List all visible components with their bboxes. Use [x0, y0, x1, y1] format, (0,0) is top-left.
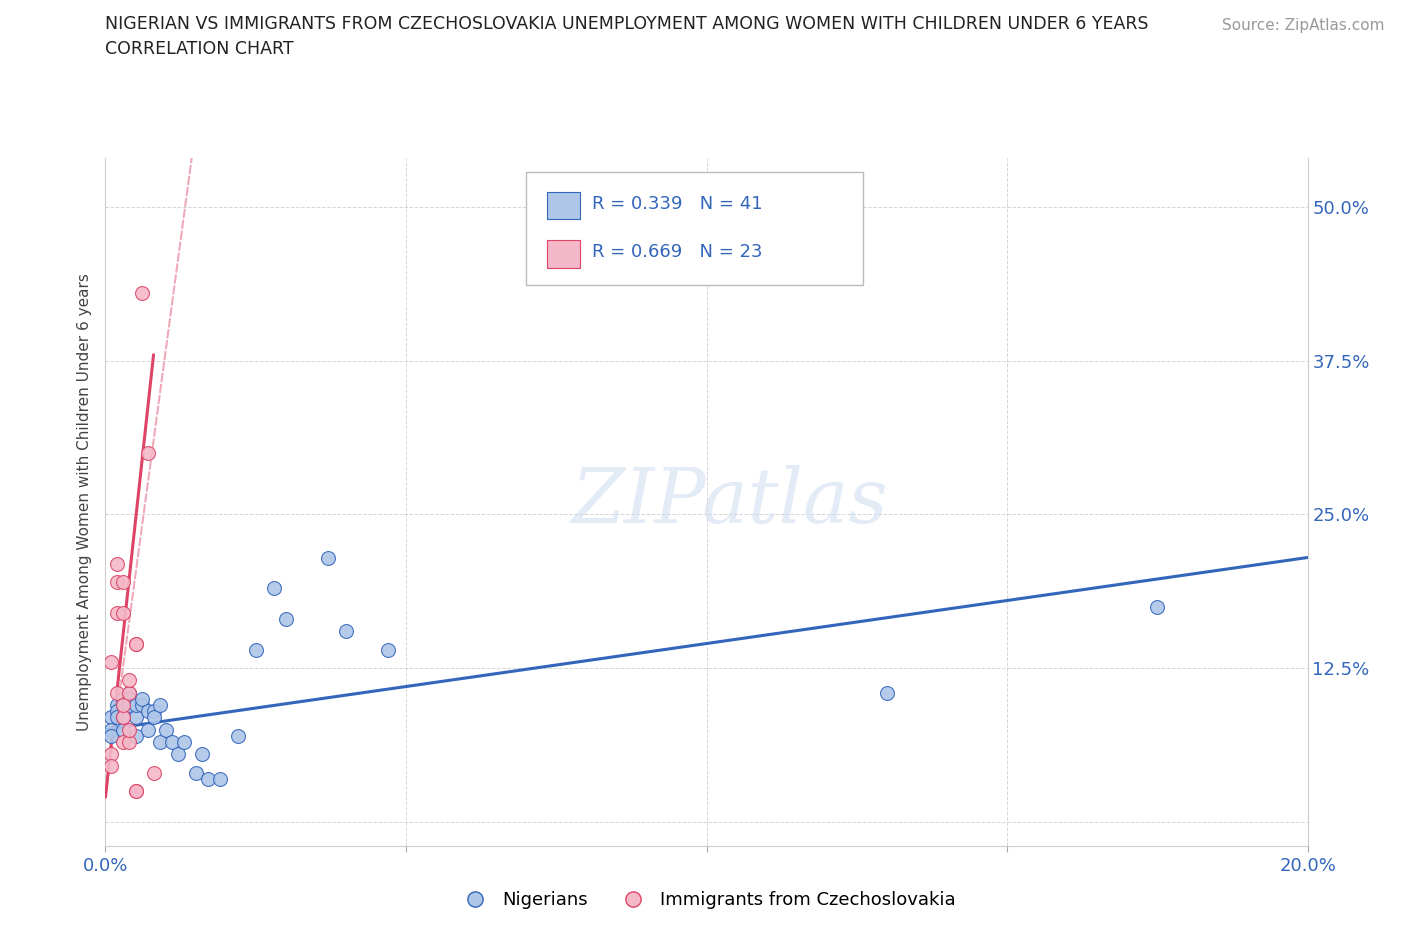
Point [107, 575, 129, 590]
Point [1146, 599, 1168, 614]
Point [155, 722, 177, 737]
Point [118, 691, 141, 706]
Point [316, 550, 339, 565]
Point [112, 698, 135, 712]
Point [136, 445, 159, 460]
Point [124, 636, 146, 651]
Text: R = 0.339   N = 41: R = 0.339 N = 41 [592, 195, 763, 213]
Text: NIGERIAN VS IMMIGRANTS FROM CZECHOSLOVAKIA UNEMPLOYMENT AMONG WOMEN WITH CHILDRE: NIGERIAN VS IMMIGRANTS FROM CZECHOSLOVAK… [105, 15, 1149, 33]
Point [166, 747, 188, 762]
Point [245, 643, 267, 658]
Point [184, 765, 207, 780]
Point [112, 691, 135, 706]
Point [160, 735, 183, 750]
Point [112, 575, 135, 590]
Text: CORRELATION CHART: CORRELATION CHART [105, 40, 294, 58]
Point [107, 556, 129, 571]
Point [118, 685, 141, 700]
Point [107, 605, 129, 620]
Point [124, 784, 146, 799]
Legend: Nigerians, Immigrants from Czechoslovakia: Nigerians, Immigrants from Czechoslovaki… [450, 884, 963, 916]
Point [124, 728, 146, 743]
Point [100, 655, 122, 670]
Point [118, 673, 141, 688]
Text: ZIPatlas: ZIPatlas [572, 465, 889, 539]
Point [100, 759, 122, 774]
FancyBboxPatch shape [526, 172, 863, 286]
Point [208, 771, 231, 786]
Point [124, 698, 146, 712]
Point [173, 735, 195, 750]
Point [142, 765, 165, 780]
Point [142, 710, 165, 724]
Point [118, 722, 141, 737]
Point [112, 605, 135, 620]
Point [190, 747, 212, 762]
Point [263, 580, 285, 596]
Text: R = 0.669   N = 23: R = 0.669 N = 23 [592, 244, 763, 261]
Point [107, 685, 129, 700]
Point [118, 685, 141, 700]
Point [131, 286, 153, 300]
Point [112, 735, 135, 750]
Point [124, 710, 146, 724]
Point [112, 722, 135, 737]
Bar [547, 240, 581, 268]
Point [100, 710, 122, 724]
Point [335, 624, 357, 639]
Point [226, 728, 249, 743]
Point [100, 747, 122, 762]
Point [100, 722, 122, 737]
Y-axis label: Unemployment Among Women with Children Under 6 years: Unemployment Among Women with Children U… [77, 273, 93, 731]
Point [142, 704, 165, 719]
Point [197, 771, 219, 786]
Point [100, 728, 122, 743]
Point [131, 698, 153, 712]
Point [107, 698, 129, 712]
Text: Source: ZipAtlas.com: Source: ZipAtlas.com [1222, 18, 1385, 33]
Point [274, 612, 297, 627]
Point [148, 735, 170, 750]
Point [112, 710, 135, 724]
Point [118, 735, 141, 750]
Point [112, 710, 135, 724]
Point [377, 643, 399, 658]
Point [107, 710, 129, 724]
Point [124, 784, 146, 799]
Point [107, 704, 129, 719]
Point [131, 691, 153, 706]
Point [136, 704, 159, 719]
Point [148, 698, 170, 712]
Point [124, 636, 146, 651]
Point [876, 685, 898, 700]
Point [118, 698, 141, 712]
Bar [547, 192, 581, 219]
Point [136, 722, 159, 737]
Point [112, 698, 135, 712]
